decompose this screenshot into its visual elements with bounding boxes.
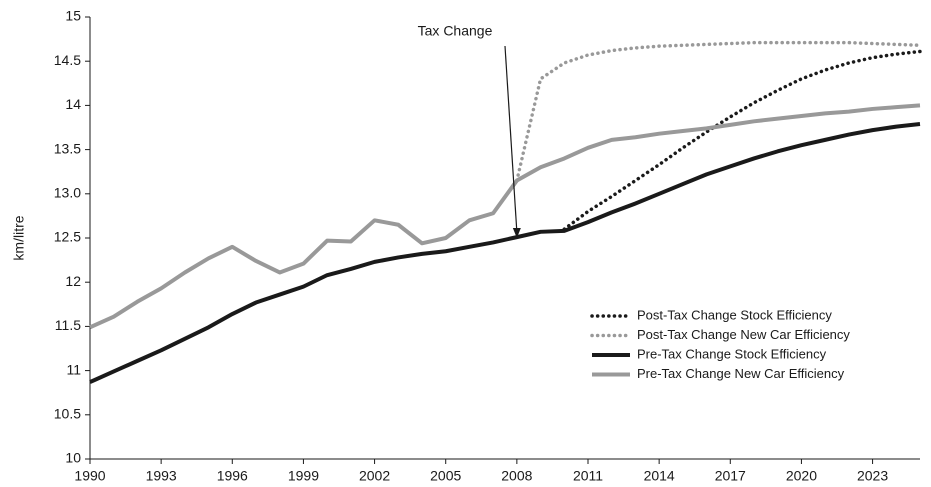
x-tick-label: 1999 bbox=[288, 468, 319, 484]
y-tick-label: 14.5 bbox=[54, 52, 81, 68]
y-tick-label: 10 bbox=[65, 450, 81, 466]
y-tick-label: 13.0 bbox=[54, 185, 81, 201]
legend-label: Post-Tax Change New Car Efficiency bbox=[637, 327, 850, 342]
legend-label: Post-Tax Change Stock Efficiency bbox=[637, 307, 832, 322]
y-tick-label: 12 bbox=[65, 273, 81, 289]
y-tick-label: 11 bbox=[66, 361, 81, 377]
x-tick-label: 1993 bbox=[146, 468, 177, 484]
x-tick-label: 2011 bbox=[573, 468, 603, 484]
y-axis-label: km/litre bbox=[11, 215, 27, 260]
x-tick-label: 2005 bbox=[430, 468, 461, 484]
annotation-arrowhead bbox=[512, 228, 521, 238]
x-tick-label: 2020 bbox=[786, 468, 817, 484]
annotation-text: Tax Change bbox=[418, 23, 493, 39]
y-tick-label: 13.5 bbox=[54, 140, 81, 156]
y-tick-label: 11.5 bbox=[55, 317, 81, 333]
y-tick-label: 12.5 bbox=[54, 229, 81, 245]
annotation-arrow bbox=[504, 45, 518, 233]
x-tick-label: 1990 bbox=[74, 468, 105, 484]
legend-label: Pre-Tax Change Stock Efficiency bbox=[637, 346, 827, 361]
x-tick-label: 2002 bbox=[359, 468, 390, 484]
series-line bbox=[562, 49, 922, 231]
x-tick-label: 2014 bbox=[644, 468, 675, 484]
y-tick-label: 14 bbox=[65, 96, 81, 112]
legend: Post-Tax Change Stock Efficiency Post-Tax… bbox=[590, 307, 850, 381]
x-tick-label: 2023 bbox=[857, 468, 888, 484]
x-tick-label: 1996 bbox=[217, 468, 248, 484]
y-tick-label: 15 bbox=[65, 8, 81, 24]
x-tick-label: 2017 bbox=[715, 468, 746, 484]
legend-label: Pre-Tax Change New Car Efficiency bbox=[637, 366, 845, 381]
x-tick-label: 2008 bbox=[501, 468, 532, 484]
series-line bbox=[89, 121, 921, 384]
series-line bbox=[89, 103, 921, 330]
y-tick-label: 10.5 bbox=[54, 406, 81, 422]
